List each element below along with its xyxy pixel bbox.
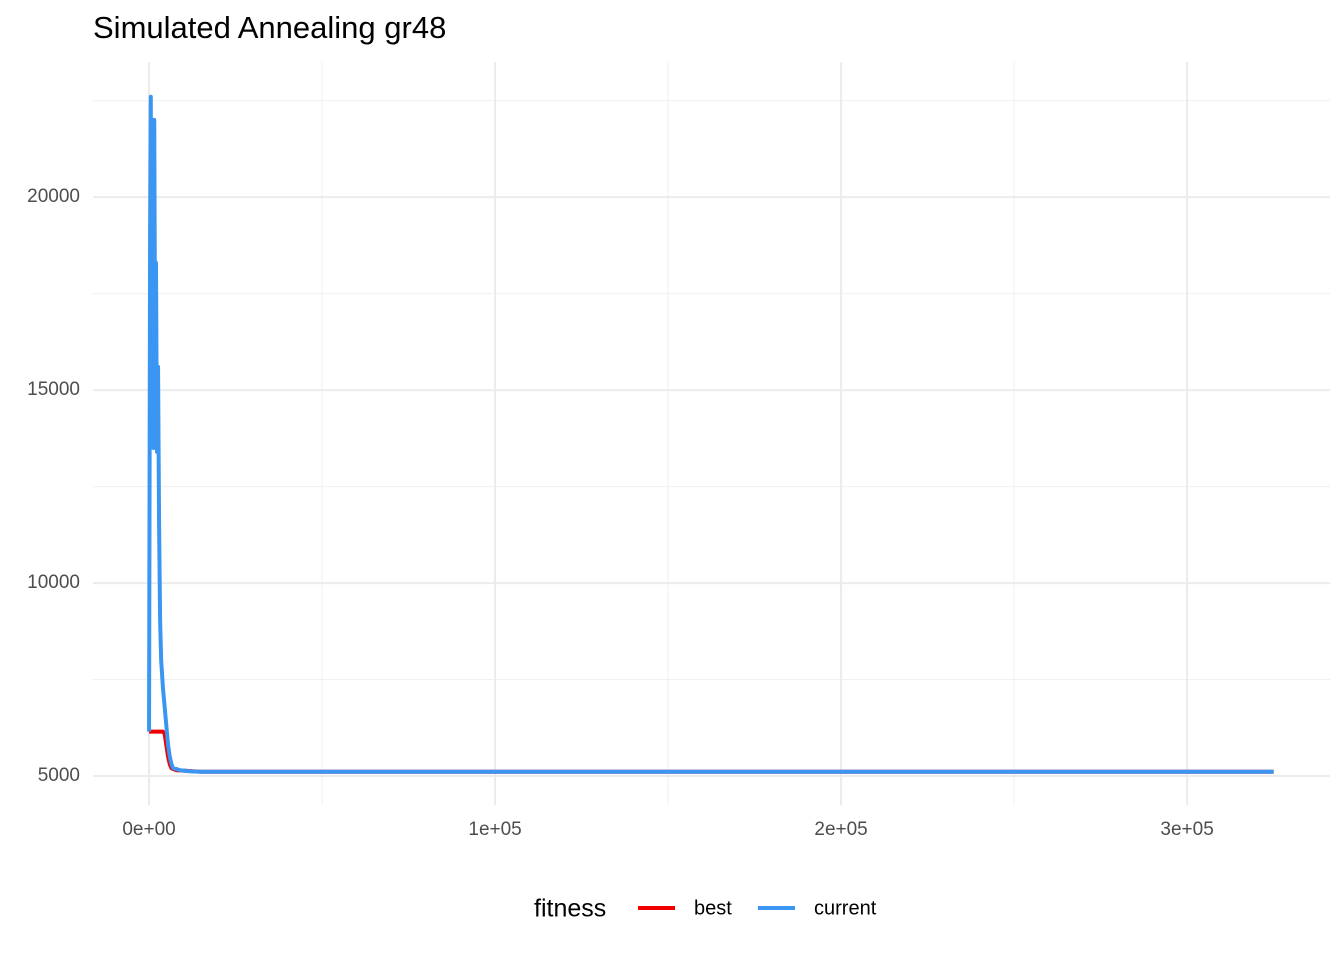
x-tick-label: 1e+05 bbox=[468, 819, 521, 840]
series-line bbox=[147, 94, 1274, 774]
series-line bbox=[149, 729, 1274, 774]
legend-label: best bbox=[694, 897, 732, 919]
y-tick-label: 15000 bbox=[27, 379, 80, 400]
y-tick-label: 20000 bbox=[27, 186, 80, 207]
x-tick-label: 2e+05 bbox=[814, 819, 867, 840]
x-tick-label: 0e+00 bbox=[122, 819, 175, 840]
chart-title: Simulated Annealing gr48 bbox=[93, 10, 446, 45]
legend-title: fitness bbox=[534, 895, 606, 923]
y-tick-label: 5000 bbox=[38, 765, 80, 786]
x-tick-label: 3e+05 bbox=[1160, 819, 1213, 840]
y-tick-label: 10000 bbox=[27, 572, 80, 593]
legend-label: current bbox=[814, 897, 877, 919]
